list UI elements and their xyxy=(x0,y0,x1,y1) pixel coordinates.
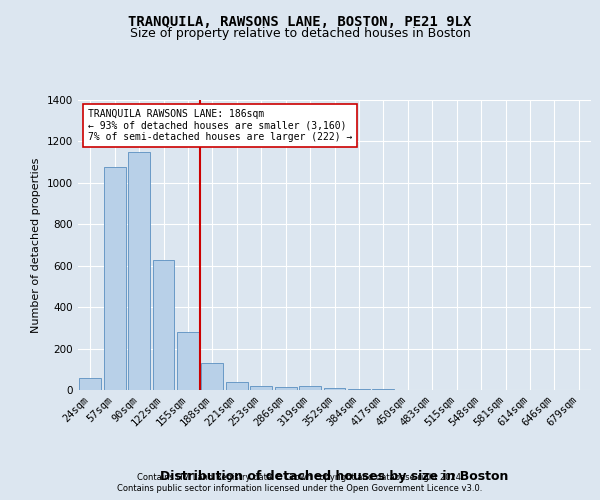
Text: Size of property relative to detached houses in Boston: Size of property relative to detached ho… xyxy=(130,28,470,40)
Text: TRANQUILA RAWSONS LANE: 186sqm
← 93% of detached houses are smaller (3,160)
7% o: TRANQUILA RAWSONS LANE: 186sqm ← 93% of … xyxy=(88,108,353,142)
Bar xyxy=(79,378,101,390)
Bar xyxy=(275,387,296,390)
Y-axis label: Number of detached properties: Number of detached properties xyxy=(31,158,41,332)
Bar xyxy=(226,382,248,390)
Bar xyxy=(250,386,272,390)
Bar xyxy=(128,152,150,390)
Bar xyxy=(323,388,346,390)
Bar xyxy=(348,389,370,390)
Bar xyxy=(202,363,223,390)
Bar xyxy=(104,168,125,390)
Bar xyxy=(299,386,321,390)
Bar xyxy=(152,260,175,390)
Bar xyxy=(177,332,199,390)
Text: Contains public sector information licensed under the Open Government Licence v3: Contains public sector information licen… xyxy=(118,484,482,493)
X-axis label: Distribution of detached houses by size in Boston: Distribution of detached houses by size … xyxy=(160,470,509,483)
Text: Contains HM Land Registry data © Crown copyright and database right 2024.: Contains HM Land Registry data © Crown c… xyxy=(137,472,463,482)
Text: TRANQUILA, RAWSONS LANE, BOSTON, PE21 9LX: TRANQUILA, RAWSONS LANE, BOSTON, PE21 9L… xyxy=(128,15,472,29)
